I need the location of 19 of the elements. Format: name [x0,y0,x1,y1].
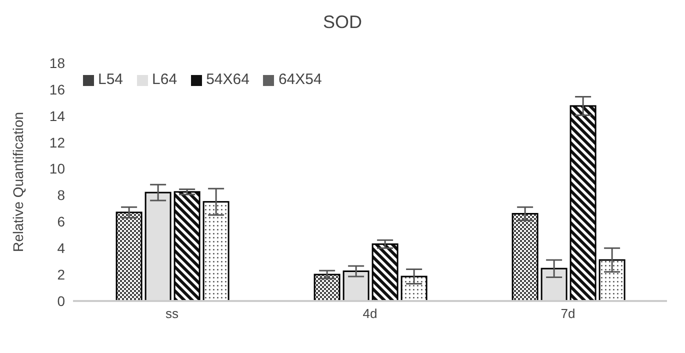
legend-label: 64X54 [278,71,322,88]
y-tick-label: 2 [57,266,66,283]
legend-label: L64 [152,71,178,88]
chart-title: SOD [322,11,363,34]
y-tick-label: 4 [57,240,66,256]
x-tick-label: 7d [560,306,576,322]
x-tick-label: ss [166,306,179,322]
y-tick-label: 6 [57,214,66,230]
legend-label: 54X64 [206,71,250,88]
y-tick-label: 8 [57,187,66,204]
y-tick-label: 16 [49,81,66,98]
x-tick-label: 4d [362,306,378,322]
y-tick-label: 0 [57,292,66,309]
y-tick-label: 18 [49,54,66,71]
y-axis-title: Relative Quantification [10,112,26,252]
y-tick-label: 12 [49,134,66,150]
legend-label: L54 [98,71,124,88]
y-tick-label: 10 [49,160,66,177]
y-tick-label: 14 [49,108,66,124]
